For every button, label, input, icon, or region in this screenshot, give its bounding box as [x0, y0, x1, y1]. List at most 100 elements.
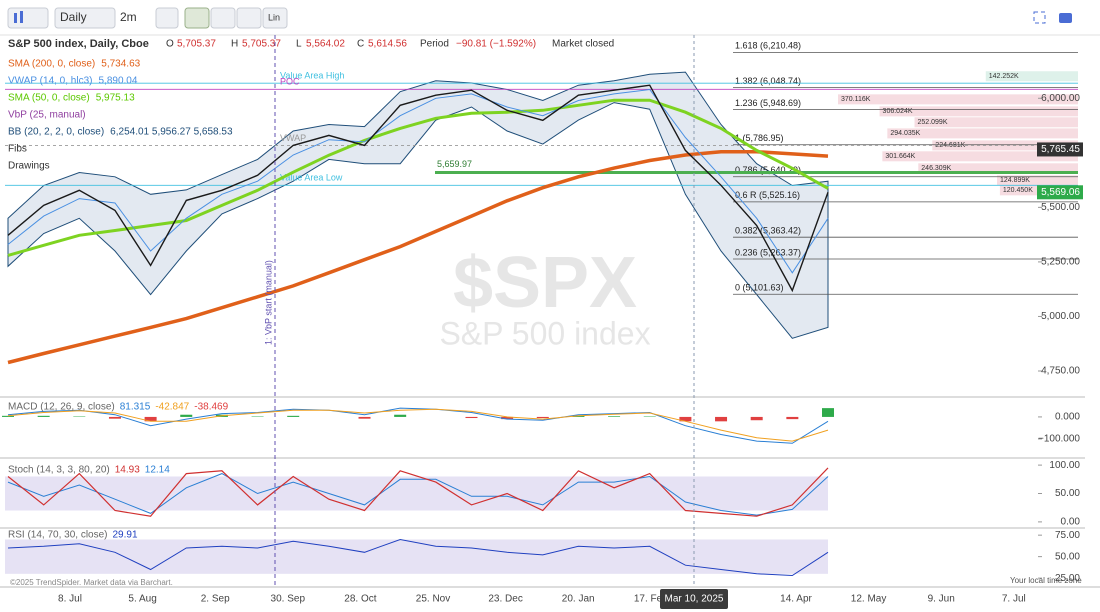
icon — [14, 13, 17, 23]
pane-label: RSI (14, 70, 30, close) — [8, 530, 108, 541]
scale-button[interactable] — [262, 7, 288, 29]
snapshot-button[interactable] — [1059, 13, 1072, 23]
fib-label: 0.236 (5,263.37) — [735, 247, 801, 257]
watermark-name: S&P 500 index — [439, 315, 650, 351]
fib-label: 0.6 R (5,525.16) — [735, 190, 800, 200]
settings-button[interactable] — [155, 7, 179, 29]
fullscreen-button[interactable] — [1033, 11, 1046, 24]
indicator-label: SMA (50, 0, close) — [8, 93, 90, 104]
volume-profile-label: 252.099K — [918, 119, 948, 126]
level-label: Value Area High — [280, 71, 344, 81]
rsi-band — [5, 539, 828, 574]
x-tick-label: 9. Jun — [928, 594, 955, 605]
close: 5,614.56 — [368, 39, 407, 50]
y-tick-label: −100.000 — [1038, 434, 1080, 445]
x-tick-label: 14. Apr — [780, 594, 812, 605]
macd-histogram-bar — [786, 416, 799, 420]
volume-profile-label: 224.681K — [935, 142, 965, 149]
y-tick-label: 25.00 — [1055, 573, 1080, 584]
legend-header: S&P 500 index, Daily, Cboe O 5,705.37 H … — [8, 38, 614, 50]
indicator-label: BB (20, 2, 2, 0, close) — [8, 127, 104, 138]
pane-label: Stoch (14, 3, 3, 80, 20) — [8, 465, 110, 476]
volume-profile-label: 246.309K — [921, 165, 951, 172]
period: −90.81 (−1.592%) — [456, 39, 536, 50]
stoch-k-line — [7, 467, 829, 517]
volume-profile-label: 120.450K — [1003, 187, 1033, 194]
x-tick-label: 7. Jul — [1002, 594, 1026, 605]
x-tick-label: 23. Dec — [488, 594, 522, 605]
range[interactable]: 2m — [120, 10, 137, 24]
pane-label: MACD (12, 26, 9, close) — [8, 402, 115, 413]
clock-button[interactable] — [210, 7, 236, 29]
macd-histogram-bar — [608, 416, 621, 417]
fib-label: 1 (5,786.95) — [735, 133, 784, 143]
x-tick-label: 17. Feb — [634, 594, 668, 605]
interval: Daily — [60, 10, 87, 24]
volume-profile-label: 294.035K — [890, 130, 920, 137]
macd-histogram-bar — [180, 414, 193, 417]
plot-layer: 142.252K 370.116K 306.024K 252.099K 294.035K… — [2, 41, 1083, 584]
fib-label: 1.618 (6,210.48) — [735, 41, 801, 51]
price-tag — [1037, 185, 1083, 200]
legend-title: S&P 500 index, Daily, Cboe — [8, 38, 149, 50]
x-tick-label: 8. Jul — [58, 594, 82, 605]
indicator-label: VWAP (14, 0, hlc3) — [8, 76, 92, 87]
crosshair-button[interactable] — [236, 7, 262, 29]
indicator-value: 6,254.01 5,956.27 5,658.53 — [110, 127, 233, 138]
y-tick-label: 50.00 — [1055, 551, 1080, 562]
level-label: POC — [280, 77, 300, 87]
price-tag-label: 5,765.45 — [1041, 144, 1080, 155]
macd-histogram-bar — [822, 408, 834, 417]
indicator-label: VbP (25, manual) — [8, 110, 86, 121]
signal-line — [7, 408, 829, 442]
chart-type-button[interactable] — [7, 7, 49, 29]
macd-histogram-bar — [536, 416, 549, 419]
volume-profile-label: 124.899K — [1000, 177, 1030, 184]
macd-histogram-bar — [750, 416, 763, 421]
interval-select[interactable] — [54, 7, 116, 29]
y-tick-label: 5,000.00 — [1041, 311, 1080, 322]
volume-profile-label: 306.024K — [883, 108, 913, 115]
volume-profile-bar — [882, 151, 1078, 162]
crosshair-box — [660, 589, 728, 609]
volume-profile-bar — [918, 163, 1078, 174]
y-tick-label: 100.00 — [1049, 460, 1080, 471]
pane-value: 14.93 — [115, 465, 140, 476]
indicator-label: Drawings — [8, 161, 50, 172]
low: 5,564.02 — [306, 39, 345, 50]
sma-200-line — [7, 149, 829, 365]
volume-profile-bar — [985, 71, 1078, 82]
fib-label: 1.236 (5,948.69) — [735, 98, 801, 108]
rsi-line — [7, 538, 829, 577]
y-tick-label: 75.00 — [1055, 530, 1080, 541]
period-label: Period — [420, 39, 449, 50]
macd-histogram-bar — [37, 415, 50, 417]
scale-label: Lin — [268, 12, 280, 22]
x-tick-label: 12. May — [851, 594, 887, 605]
macd-histogram-bar — [287, 415, 300, 417]
pane-value: -38.469 — [194, 402, 228, 413]
indicator-button[interactable] — [184, 7, 210, 29]
macd-histogram-bar — [465, 416, 478, 419]
watermark-symbol: $SPX — [453, 243, 637, 323]
volume-profile-bar — [838, 94, 1078, 105]
price-tag-label: 5,569.06 — [1041, 187, 1080, 198]
fib-label: 1.382 (6,048.74) — [735, 76, 801, 86]
stoch-d-line — [7, 473, 829, 516]
volume-profile-label: 142.252K — [989, 73, 1019, 80]
volume-profile-label: 301.664K — [885, 153, 915, 160]
toolbar: Daily 2m Lin — [7, 7, 1072, 29]
macd-histogram-bar — [358, 416, 371, 419]
volume-profile-bar — [879, 106, 1078, 117]
volume-profile-label: 370.116K — [841, 96, 871, 103]
fib-label: 0.786 (5,640.29) — [735, 165, 801, 175]
volume-profile-bar — [997, 175, 1078, 186]
open: 5,705.37 — [177, 39, 216, 50]
level-label: VWAP — [280, 133, 306, 143]
y-tick-label: 4,750.00 — [1041, 366, 1080, 377]
macd-histogram-bar — [679, 416, 692, 422]
macd-histogram-bar — [572, 415, 585, 417]
x-tick-label: 30. Sep — [271, 594, 306, 605]
close-label: C — [357, 39, 364, 50]
